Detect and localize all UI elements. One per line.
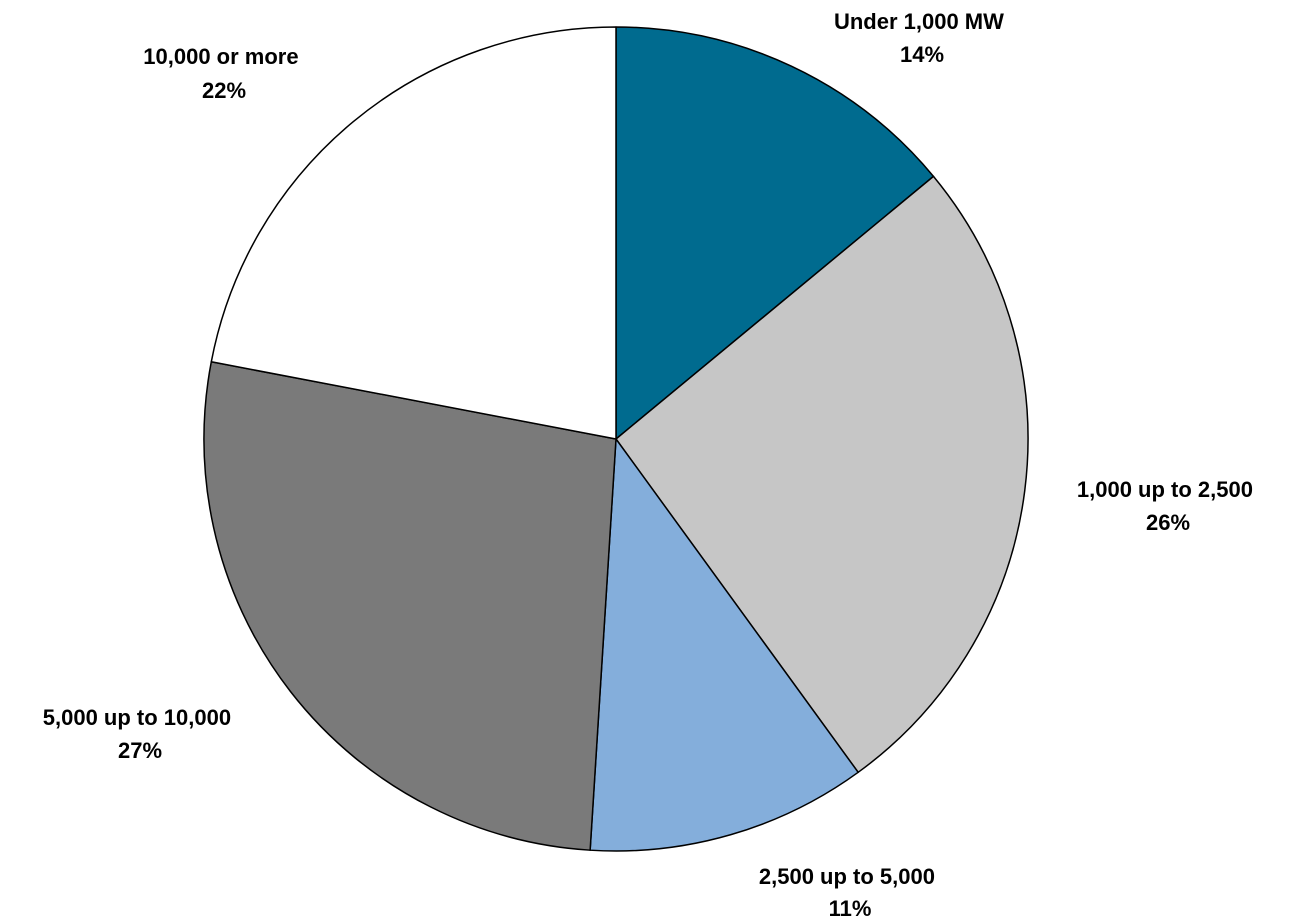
slice-percent-text: 14% bbox=[900, 42, 944, 67]
slice-label-5000-10000: 5,000 up to 10,000 27% bbox=[43, 705, 237, 763]
slice-label-text: 5,000 up to 10,000 bbox=[43, 705, 231, 730]
slice-label-2500-5000: 2,500 up to 5,000 11% bbox=[759, 864, 941, 921]
pie-slice-0 bbox=[615, 26, 935, 440]
slice-label-text: 10,000 or more bbox=[143, 44, 298, 69]
slice-percent-text: 11% bbox=[829, 896, 872, 921]
slice-label-text: Under 1,000 MW bbox=[834, 9, 1004, 34]
pie-slice-2 bbox=[589, 438, 859, 852]
labels-layer: Under 1,000 MW 14% 1,000 up to 2,500 26%… bbox=[43, 9, 1259, 921]
slice-label-10000-plus: 10,000 or more 22% bbox=[143, 44, 304, 103]
pie-slice-1 bbox=[615, 175, 1029, 774]
pie-slice-3 bbox=[203, 361, 617, 851]
slice-percent-text: 22% bbox=[202, 78, 246, 103]
slice-percent-text: 27% bbox=[118, 738, 162, 763]
slice-percent-text: 26% bbox=[1146, 510, 1190, 535]
slices-layer bbox=[203, 26, 1029, 852]
pie-slice-4 bbox=[210, 26, 617, 440]
slice-label-text: 2,500 up to 5,000 bbox=[759, 864, 935, 889]
slice-label-text: 1,000 up to 2,500 bbox=[1077, 477, 1253, 502]
slice-label-under-1000: Under 1,000 MW 14% bbox=[834, 9, 1010, 67]
slice-label-1000-2500: 1,000 up to 2,500 26% bbox=[1077, 477, 1259, 535]
